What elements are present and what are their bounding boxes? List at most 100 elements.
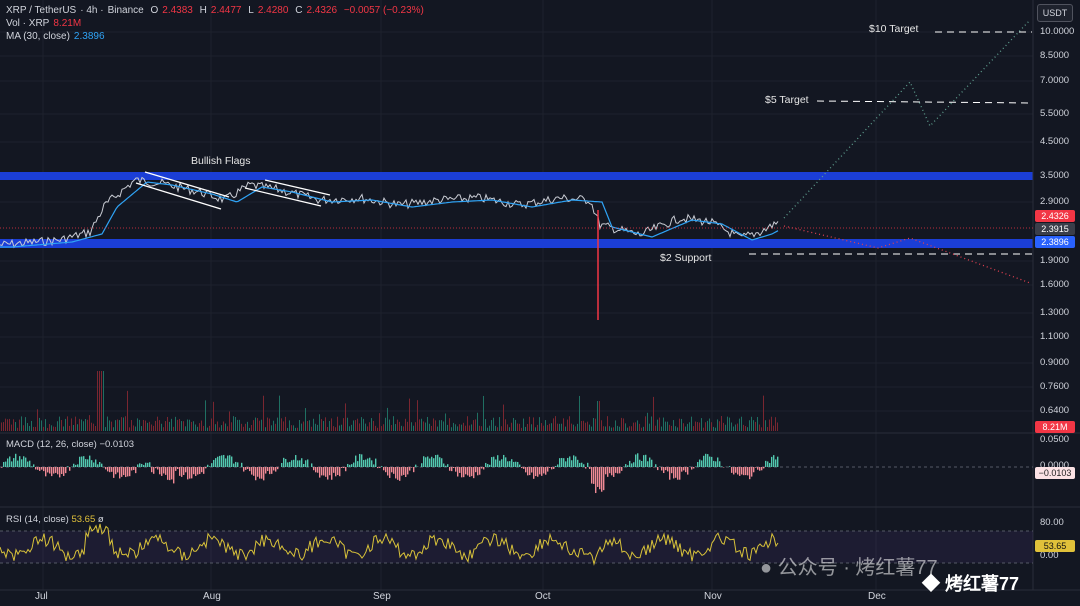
macd-bar bbox=[271, 467, 273, 474]
timeframe-label[interactable]: · 4h · bbox=[80, 5, 104, 16]
ma-legend[interactable]: MA (30, close) 2.3896 bbox=[6, 30, 109, 43]
volume-bar bbox=[493, 417, 494, 431]
volume-bar bbox=[555, 416, 556, 431]
macd-legend[interactable]: MACD (12, 26, close) −0.0103 bbox=[6, 439, 134, 450]
volume-bar bbox=[363, 418, 364, 431]
volume-bar bbox=[679, 418, 680, 431]
volume-bar bbox=[161, 423, 162, 431]
macd-bar bbox=[385, 467, 387, 473]
macd-bar bbox=[155, 467, 157, 469]
volume-bar bbox=[669, 424, 670, 431]
macd-tag: −0.0103 bbox=[1035, 467, 1075, 479]
macd-bar bbox=[569, 456, 571, 467]
symbol-label[interactable]: XRP / TetherUS bbox=[6, 5, 77, 16]
macd-bar bbox=[7, 458, 9, 467]
volume-bar bbox=[713, 426, 714, 431]
volume-bar bbox=[369, 422, 370, 431]
macd-bar bbox=[183, 467, 185, 475]
volume-bar bbox=[413, 425, 414, 431]
bearish-projection bbox=[783, 225, 1031, 284]
volume-bar bbox=[531, 424, 532, 431]
volume-bar bbox=[429, 423, 430, 431]
volume-bar bbox=[237, 419, 238, 431]
volume-bar bbox=[489, 425, 490, 431]
macd-bar bbox=[85, 459, 87, 467]
volume-bar bbox=[261, 419, 262, 431]
macd-bar bbox=[157, 467, 159, 470]
volume-bar bbox=[151, 424, 152, 431]
macd-bar bbox=[301, 458, 303, 467]
macd-bar bbox=[627, 465, 629, 467]
volume-bar bbox=[729, 417, 730, 431]
volume-bar bbox=[301, 423, 302, 431]
change-value: −0.0057 (−0.23%) bbox=[343, 5, 424, 16]
volume-bar bbox=[503, 404, 504, 431]
macd-bar bbox=[169, 467, 171, 481]
macd-bar bbox=[621, 467, 623, 471]
volume-bar bbox=[159, 420, 160, 431]
volume-bar bbox=[391, 425, 392, 431]
volume-bar bbox=[461, 424, 462, 431]
macd-bar bbox=[441, 458, 443, 467]
volume-bar bbox=[527, 424, 528, 431]
volume-bar bbox=[445, 413, 446, 431]
currency-button[interactable]: USDT bbox=[1037, 4, 1073, 22]
volume-bar bbox=[365, 423, 366, 431]
volume-bar bbox=[379, 413, 380, 431]
macd-bar bbox=[753, 467, 755, 473]
volume-bar bbox=[585, 422, 586, 431]
volume-bar bbox=[587, 421, 588, 431]
volume-bar bbox=[189, 419, 190, 431]
volume-bar bbox=[169, 421, 170, 431]
macd-bar bbox=[79, 456, 81, 467]
volume-bar bbox=[625, 423, 626, 431]
volume-legend[interactable]: Vol · XRP 8.21M bbox=[6, 17, 85, 30]
volume-bar bbox=[437, 426, 438, 431]
macd-bar bbox=[235, 461, 237, 467]
macd-bar bbox=[635, 454, 637, 467]
volume-bar bbox=[579, 395, 580, 431]
macd-bar bbox=[495, 459, 497, 467]
macd-bar bbox=[335, 467, 337, 477]
volume-bar bbox=[621, 417, 622, 431]
volume-bar bbox=[605, 426, 606, 431]
macd-bar bbox=[119, 467, 121, 479]
volume-bar bbox=[89, 415, 90, 431]
volume-bar bbox=[509, 427, 510, 431]
close-value: 2.4326 bbox=[306, 5, 338, 16]
volume-bar bbox=[563, 418, 564, 431]
macd-bar bbox=[759, 467, 761, 471]
macd-bar bbox=[449, 467, 451, 471]
rsi-tick: 0.00 bbox=[1040, 550, 1059, 561]
macd-bar bbox=[661, 467, 663, 471]
macd-bar bbox=[127, 467, 129, 477]
macd-bar bbox=[563, 458, 565, 467]
volume-bar bbox=[201, 420, 202, 431]
macd-bar bbox=[249, 467, 251, 472]
macd-bar bbox=[405, 467, 407, 477]
volume-bar bbox=[459, 424, 460, 431]
rsi-legend[interactable]: RSI (14, close) 53.65 ø bbox=[6, 514, 104, 525]
macd-bar bbox=[409, 467, 411, 471]
macd-bar bbox=[321, 467, 323, 476]
volume-bar bbox=[375, 425, 376, 431]
volume-bar bbox=[223, 421, 224, 431]
volume-bar bbox=[769, 419, 770, 431]
time-tick: Aug bbox=[203, 591, 221, 602]
macd-bar bbox=[585, 467, 587, 469]
macd-bar bbox=[53, 467, 55, 474]
volume-bar bbox=[329, 421, 330, 431]
macd-bar bbox=[319, 467, 321, 478]
macd-bar bbox=[147, 462, 149, 467]
macd-bar bbox=[113, 467, 115, 478]
macd-bar bbox=[135, 467, 137, 474]
volume-bar bbox=[133, 425, 134, 431]
macd-bar bbox=[519, 464, 521, 467]
volume-bar bbox=[17, 427, 18, 431]
macd-bar bbox=[161, 467, 163, 476]
volume-bar bbox=[305, 408, 306, 431]
macd-bar bbox=[185, 467, 187, 473]
macd-bar bbox=[375, 458, 377, 467]
ma-price-tag: 2.3896 bbox=[1035, 236, 1075, 248]
high-value: 2.4477 bbox=[210, 5, 242, 16]
